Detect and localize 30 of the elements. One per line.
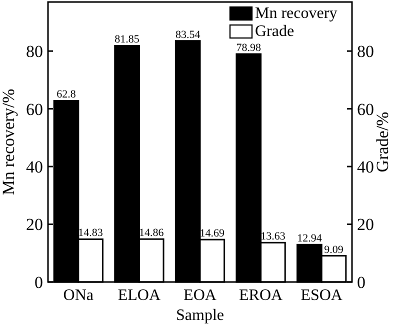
data-label: 81.85 [114,34,140,46]
y2-tick-label: 0 [357,272,366,292]
data-label: 62.8 [56,88,76,101]
x-tick-label: EROA [239,287,284,304]
data-label: 12.94 [297,232,322,245]
data-label: 14.83 [78,227,104,240]
x-tick-label: ONa [63,287,94,304]
x-tick-label: ELOA [118,287,161,304]
y-axis-title: Mn recovery/% [0,88,18,196]
data-label: 78.98 [236,42,262,54]
data-label: 14.69 [200,228,226,240]
legend-label: Grade [255,23,294,40]
y-tick-label: 40 [26,157,43,176]
x-tick-label: ESOA [300,287,343,304]
x-tick-label: EOA [184,287,217,304]
y-tick-label: 0 [34,272,43,292]
y2-tick-label: 40 [357,157,374,176]
data-label: 14.86 [138,227,164,240]
y2-tick-label: 80 [357,42,374,62]
data-label: 13.63 [260,230,286,243]
legend-label: Mn recovery [255,5,338,22]
y2-tick-label: 20 [357,215,374,234]
y-tick-label: 80 [26,42,43,62]
x-axis-title: Sample [176,307,224,324]
data-label: 83.54 [175,28,201,41]
y2-axis-title: Grade/% [373,112,392,172]
data-label: 9.09 [324,244,344,256]
y-tick-label: 60 [26,100,43,119]
y2-tick-label: 60 [357,100,374,119]
y-tick-label: 20 [26,215,43,234]
